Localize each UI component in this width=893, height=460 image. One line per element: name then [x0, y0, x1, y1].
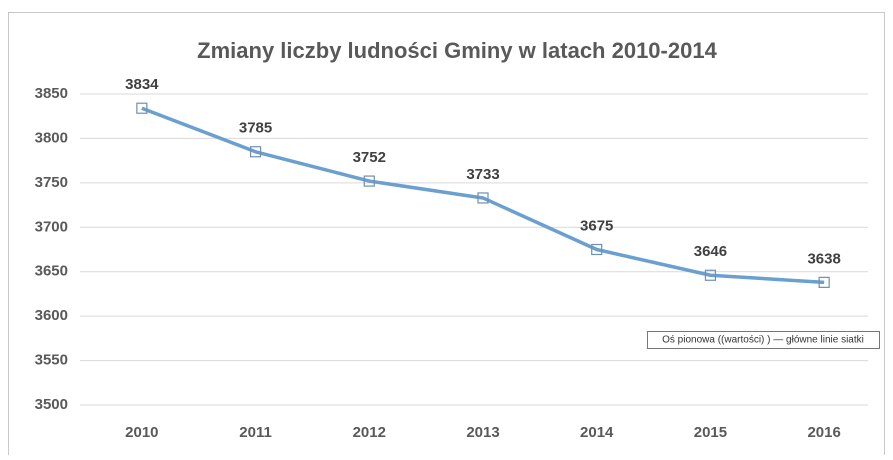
marker	[363, 175, 375, 187]
marker	[249, 146, 262, 158]
tooltip-box	[647, 331, 880, 349]
marker	[591, 243, 603, 256]
data-label: 3785	[239, 120, 272, 137]
x-tick-label: 2016	[807, 424, 840, 441]
data-label: 3675	[580, 217, 613, 234]
tooltip: Oś pionowa ((wartości) ) — główne linie …	[647, 331, 880, 349]
data-label: 3638	[807, 250, 840, 267]
x-tick-label: 2015	[694, 424, 727, 441]
y-tick-label: 3800	[35, 129, 68, 146]
y-tick-label: 3600	[35, 307, 68, 324]
y-tick-label: 3550	[35, 352, 68, 369]
y-tick-label: 3700	[35, 218, 68, 235]
x-tick-label: 2014	[580, 424, 614, 441]
data-label: 3733	[466, 166, 499, 183]
data-label: 3834	[125, 76, 159, 93]
line	[141, 106, 825, 285]
marker	[704, 269, 717, 281]
tooltip-text: Oś pionowa ((wartości) ) — główne linie …	[662, 335, 864, 346]
x-tick-label: 2013	[466, 424, 499, 441]
marker	[136, 102, 148, 114]
y-tick-label: 3500	[35, 396, 68, 413]
x-tick-label: 2011	[239, 424, 272, 441]
y-tick-label: 3850	[35, 85, 68, 102]
y-tick-label: 3650	[35, 263, 68, 280]
data-label: 3646	[694, 243, 727, 260]
x-tick-label: 2012	[353, 424, 386, 441]
x-tick-label: 2010	[125, 424, 158, 441]
marker	[477, 192, 489, 204]
chart-title: Zmiany liczby ludności Gminy w latach 20…	[197, 38, 717, 63]
marker	[818, 276, 830, 288]
y-tick-label: 3750	[35, 174, 68, 191]
chart-frame	[8, 12, 885, 460]
data-label: 3752	[353, 149, 386, 166]
